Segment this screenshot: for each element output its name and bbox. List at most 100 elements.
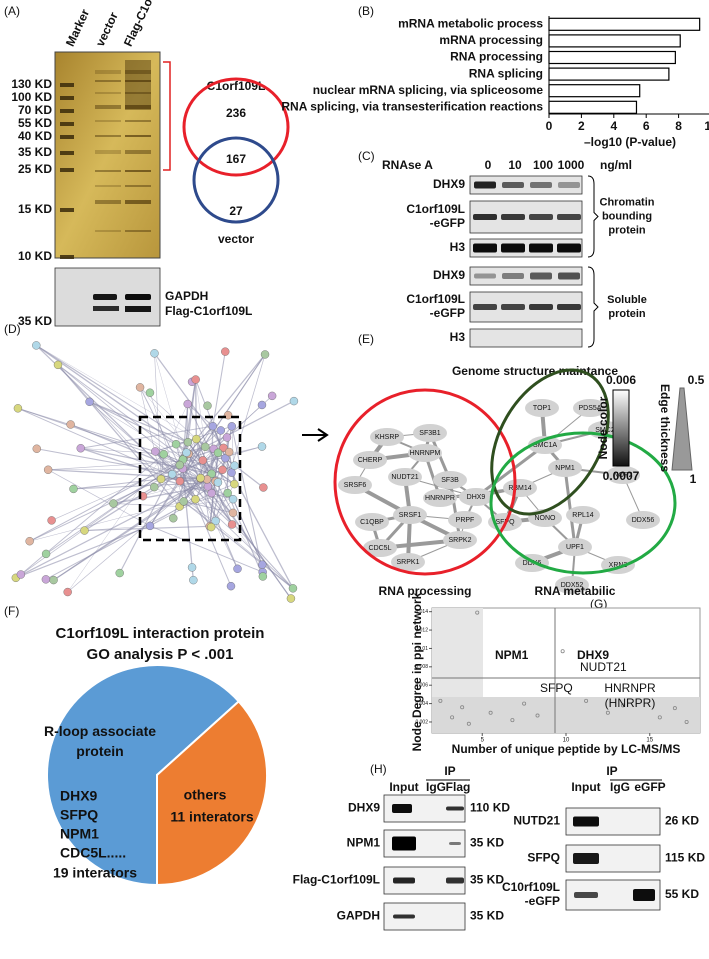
marker-label: 40 KD [18,129,52,143]
dose: 1000 [558,158,585,172]
network-node [189,575,198,585]
venn-circle [192,136,280,224]
network-node [355,513,389,531]
network-node [49,575,58,585]
network-edge [163,453,235,485]
category-label: nuclear mRNA splicing, via spliceosome [313,83,544,97]
blot-label: Flag-C1orf109L [293,873,380,887]
network-node [258,572,268,581]
x-axis-title: Number of unique peptide by LC-MS/MS [452,742,681,756]
lane-band [125,105,151,109]
network-edge [231,426,264,573]
blot-label: DHX9 [348,801,380,815]
band [393,914,415,919]
edge-thickness-wedge [671,387,693,471]
network-edge [36,345,214,450]
lane-band [95,80,121,82]
category-label: RNA processing [450,50,543,64]
node-label: SMC1A [533,442,557,449]
network-edge [84,525,151,531]
node-label: PRPF [456,517,475,524]
node-label: SRSF6 [344,482,367,489]
network-node [626,511,660,529]
dose: 0 [485,158,492,172]
network-node [179,497,188,506]
lane-band [95,200,121,204]
node-label: NONO [535,515,557,522]
x-tick-label: 5 [481,738,485,744]
network-edge [57,364,162,480]
band [574,892,598,898]
blot-label: SFPQ [527,851,560,865]
blot-label: C1orf109L [406,292,465,306]
network-node [182,448,191,457]
y-tick-label: 0.012 [415,627,428,633]
network-node [393,506,427,524]
network-edge [204,400,295,448]
venn-count: 236 [226,106,246,120]
lane-band [125,92,151,94]
marker-band [60,109,74,113]
legend-value: 1 [690,472,697,486]
node-label: TOP1 [533,405,551,412]
treatment: RNAse A [382,158,433,172]
blot [469,328,583,348]
network-node [223,411,233,420]
panel-label: (C) [358,149,375,163]
y-tick-label: 0.004 [415,701,428,707]
network-node [69,484,78,494]
y-axis-title: Node Degree in ppi network [410,592,424,751]
network-edge [149,525,263,573]
band [557,304,581,310]
y-tick-label: 0.01 [418,646,428,652]
marker-label: 55 KD [18,116,52,130]
legend-title: Node color [596,396,610,459]
blot [469,266,583,286]
network-edge [48,468,183,471]
band [125,294,151,300]
network-node [413,424,447,442]
network-node [168,470,177,479]
network-node [187,563,197,572]
size-label: 115 KD [665,851,705,865]
network-edge [195,438,211,527]
network-node [150,349,159,358]
blot-label: DHX9 [433,177,465,191]
network-node [433,471,467,489]
brace [587,266,599,348]
network-node [175,460,184,470]
lane-label: Flag-C1orf109L [121,0,171,49]
node-label: UPF1 [566,544,584,551]
band [557,214,581,220]
dose: 10 [508,158,522,172]
network-node [258,560,267,569]
lane-label: vector [93,10,121,49]
lane-band [125,185,151,187]
network-node [191,375,200,384]
network-node [53,360,63,370]
venn-count: 167 [226,152,246,166]
network-edge [15,525,151,579]
band [392,804,412,813]
lane-band [125,70,151,74]
group-label: protein [608,308,646,320]
x-axis-title: –log10 (P-value) [584,135,676,149]
marker-label: 35 KD [18,145,52,159]
network-node [221,454,230,463]
bracket [163,61,171,171]
legend-value: 0.0007 [603,469,640,483]
group-label: RNA processing [379,584,472,598]
band [529,304,553,310]
group-label: Soluble [607,294,647,306]
marker-band [60,83,74,87]
network-node [208,421,218,431]
point [535,713,540,718]
network-node [13,404,23,413]
band [529,214,553,220]
network-edge [154,451,233,525]
band [530,272,552,280]
network-node [566,506,600,524]
network-edge [448,479,462,541]
lane-label: Input [571,780,600,794]
dose: 100 [533,158,553,172]
